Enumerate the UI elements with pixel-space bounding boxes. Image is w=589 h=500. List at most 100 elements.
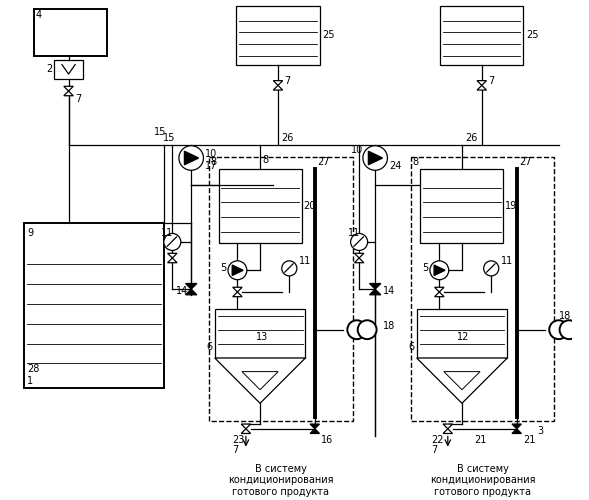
Text: 7: 7: [488, 76, 495, 86]
Circle shape: [430, 261, 449, 280]
Text: 23: 23: [231, 435, 244, 445]
Text: 10: 10: [206, 149, 217, 159]
Polygon shape: [435, 292, 444, 296]
Circle shape: [228, 261, 247, 280]
Text: 5: 5: [422, 264, 429, 274]
Polygon shape: [310, 429, 319, 434]
Polygon shape: [64, 86, 73, 91]
Text: 22: 22: [431, 435, 444, 445]
Bar: [209, 157, 353, 421]
Text: 7: 7: [284, 76, 291, 86]
Bar: [24, 223, 164, 388]
Text: В систему
кондиционирования
готового продукта: В систему кондиционирования готового про…: [430, 464, 535, 497]
Polygon shape: [168, 258, 177, 262]
Polygon shape: [186, 289, 197, 295]
Polygon shape: [186, 284, 197, 289]
Circle shape: [358, 320, 376, 339]
Text: 7: 7: [431, 444, 437, 454]
Polygon shape: [477, 86, 487, 90]
Polygon shape: [215, 358, 305, 404]
Text: 14: 14: [176, 286, 188, 296]
Text: 26: 26: [281, 133, 293, 143]
Circle shape: [549, 320, 568, 339]
Circle shape: [363, 146, 388, 171]
Polygon shape: [512, 429, 521, 434]
Text: 18: 18: [559, 310, 571, 320]
Text: 11: 11: [299, 256, 311, 266]
Text: 15: 15: [163, 133, 176, 143]
Text: 2: 2: [47, 64, 52, 74]
Text: 21: 21: [523, 435, 535, 445]
Text: 25: 25: [322, 30, 335, 40]
Polygon shape: [168, 254, 177, 258]
Text: 8: 8: [210, 157, 217, 167]
Text: 6: 6: [409, 342, 415, 351]
Text: 14: 14: [383, 286, 395, 296]
Text: 17: 17: [206, 160, 218, 170]
Polygon shape: [232, 265, 243, 276]
Text: 15: 15: [154, 126, 166, 136]
Text: 27: 27: [519, 157, 532, 167]
Polygon shape: [443, 429, 452, 434]
Polygon shape: [512, 424, 521, 429]
Polygon shape: [241, 424, 251, 429]
Text: 9: 9: [27, 228, 33, 237]
Polygon shape: [233, 292, 242, 296]
Text: 1: 1: [27, 376, 33, 386]
Polygon shape: [310, 424, 319, 429]
Text: 20: 20: [303, 201, 316, 211]
Text: 13: 13: [256, 332, 268, 342]
Polygon shape: [64, 91, 73, 96]
Text: 6: 6: [207, 342, 213, 351]
Bar: [411, 157, 554, 421]
Text: 11: 11: [501, 256, 513, 266]
Polygon shape: [477, 80, 487, 86]
Polygon shape: [273, 86, 283, 90]
Text: 4: 4: [35, 10, 42, 20]
Bar: [215, 309, 305, 358]
Polygon shape: [443, 424, 452, 429]
Bar: [54, 60, 82, 79]
Bar: [416, 309, 507, 358]
Text: 11: 11: [348, 228, 360, 237]
Text: 24: 24: [389, 160, 402, 170]
Text: 3: 3: [537, 426, 544, 436]
Text: 7: 7: [231, 444, 238, 454]
Bar: [34, 9, 107, 56]
Bar: [236, 6, 319, 64]
Polygon shape: [355, 258, 364, 262]
Polygon shape: [241, 429, 251, 434]
Circle shape: [484, 261, 499, 276]
Text: 27: 27: [317, 157, 330, 167]
Polygon shape: [355, 254, 364, 258]
Text: 19: 19: [505, 201, 518, 211]
Polygon shape: [416, 358, 507, 404]
Polygon shape: [369, 289, 381, 295]
Polygon shape: [369, 284, 381, 289]
Text: 11: 11: [161, 228, 173, 237]
Text: 18: 18: [383, 321, 395, 331]
Polygon shape: [273, 80, 283, 86]
Polygon shape: [434, 265, 445, 276]
Text: 8: 8: [263, 155, 269, 165]
Text: 25: 25: [526, 30, 538, 40]
Bar: [440, 6, 523, 64]
Text: 5: 5: [220, 264, 227, 274]
Circle shape: [350, 234, 368, 250]
Circle shape: [282, 261, 297, 276]
Text: 8: 8: [412, 157, 419, 167]
Text: 10: 10: [350, 146, 363, 156]
Text: В систему
кондиционирования
готового продукта: В систему кондиционирования готового про…: [228, 464, 333, 497]
Polygon shape: [184, 152, 198, 164]
Circle shape: [348, 320, 366, 339]
Bar: [421, 170, 504, 243]
Text: 21: 21: [474, 435, 487, 445]
Polygon shape: [368, 152, 382, 164]
Text: 26: 26: [465, 133, 477, 143]
Text: 7: 7: [75, 94, 81, 104]
Circle shape: [164, 234, 181, 250]
Polygon shape: [435, 288, 444, 292]
Text: 12: 12: [458, 332, 470, 342]
Circle shape: [560, 320, 578, 339]
Bar: [219, 170, 302, 243]
